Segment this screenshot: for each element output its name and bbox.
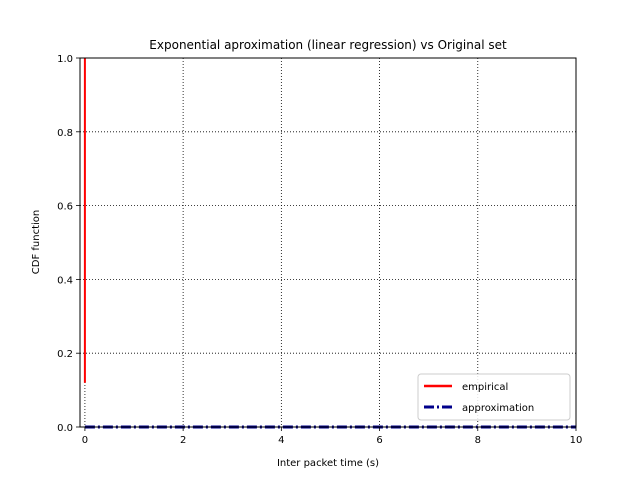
x-tick-label: 0 [82, 435, 88, 446]
x-tick-label: 4 [278, 435, 284, 446]
y-axis-label: CDF function [31, 210, 42, 274]
legend-label-empirical: empirical [462, 382, 508, 393]
x-tick-label: 8 [475, 435, 481, 446]
y-tick-label: 0.0 [57, 423, 73, 434]
plot-frame [79, 57, 577, 428]
legend-box [417, 373, 571, 421]
legend: empirical approximation [417, 373, 571, 421]
legend-label-approximation: approximation [462, 403, 534, 414]
x-tick-label: 2 [180, 435, 186, 446]
y-tick-label: 0.2 [57, 349, 73, 360]
ticks: 0 2 4 6 8 10 0.0 0.2 0.4 0.6 0.8 1.0 [57, 54, 582, 446]
y-tick-label: 0.6 [57, 202, 73, 213]
y-tick-label: 0.8 [57, 128, 73, 139]
y-tick-label: 0.4 [57, 275, 73, 286]
x-axis-label: Inter packet time (s) [277, 458, 379, 469]
x-tick-label: 6 [376, 435, 382, 446]
chart-title: Exponential aproximation (linear regress… [149, 38, 507, 52]
plot-area [80, 58, 576, 427]
y-tick-label: 1.0 [57, 54, 73, 65]
x-tick-label: 10 [570, 435, 583, 446]
